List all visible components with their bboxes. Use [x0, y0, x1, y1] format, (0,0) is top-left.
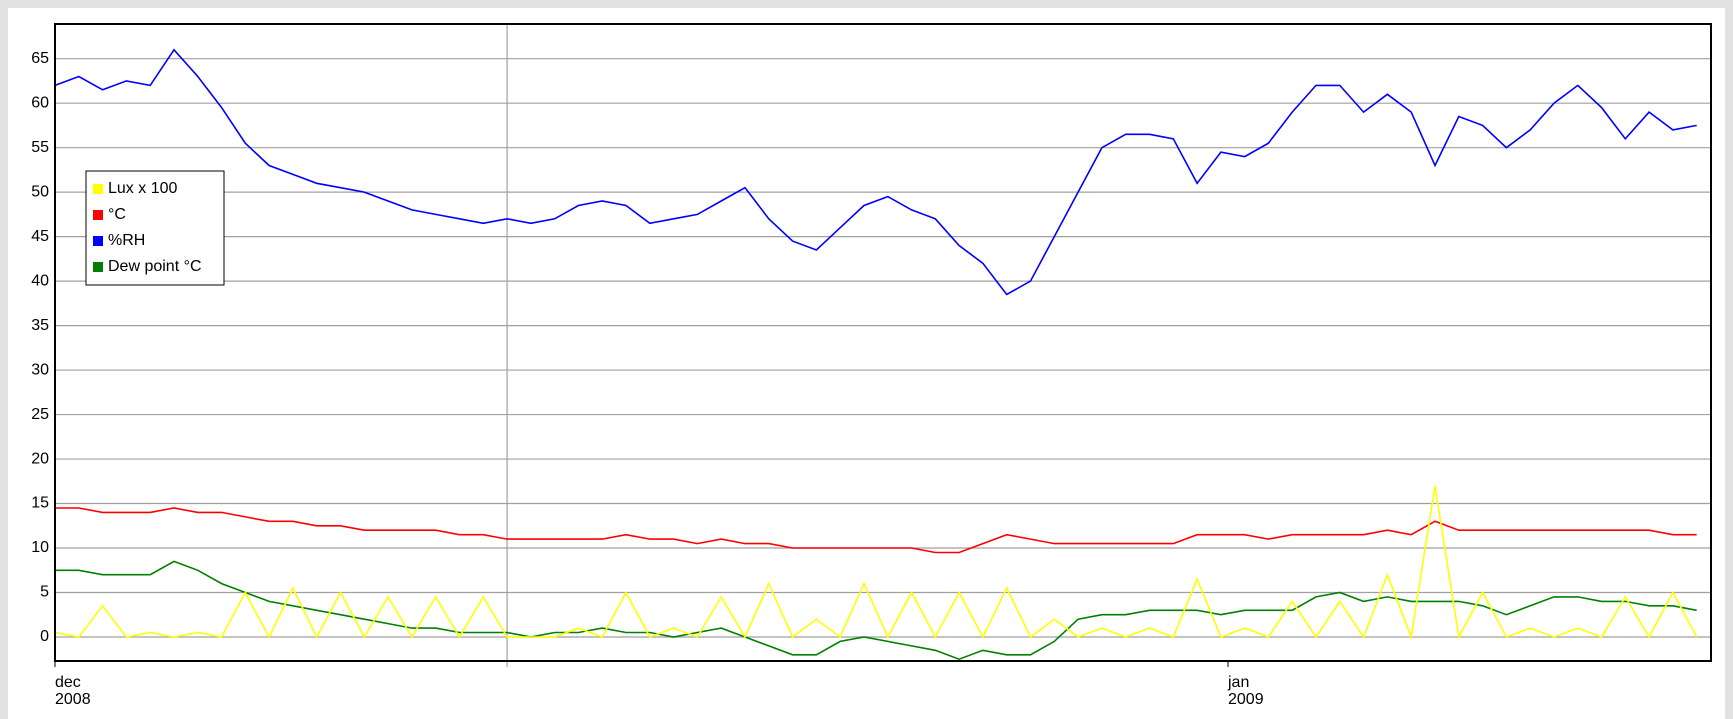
legend-label: Dew point °C [108, 258, 202, 275]
x-tick-year: 2009 [1228, 691, 1264, 708]
y-tick-label: 65 [31, 50, 49, 67]
y-tick-label: 40 [31, 272, 49, 289]
y-tick-label: 45 [31, 228, 49, 245]
legend: Lux x 100 °C %RH Dew point °C [85, 170, 225, 286]
y-tick-label: 55 [31, 139, 49, 156]
series-line [54, 485, 1698, 641]
legend-swatch [93, 236, 103, 246]
legend-swatch [93, 210, 103, 220]
y-tick-label: 60 [31, 94, 49, 111]
y-tick-label: 35 [31, 317, 49, 334]
legend-box [85, 170, 225, 286]
y-tick-label: 20 [31, 450, 49, 467]
legend-label: Lux x 100 [108, 180, 177, 197]
series-line [55, 560, 1697, 661]
y-tick-label: 25 [31, 406, 49, 423]
legend-label: %RH [108, 232, 145, 249]
x-tick-label: jan [1227, 674, 1249, 691]
legend-label: °C [108, 206, 126, 223]
plot-border [54, 23, 1712, 662]
y-tick-label: 50 [31, 183, 49, 200]
legend-swatch [93, 184, 103, 194]
x-tick-year: 2008 [55, 691, 91, 708]
y-tick-label: 10 [31, 539, 49, 556]
y-tick-label: 30 [31, 361, 49, 378]
y-tick-label: 15 [31, 495, 49, 512]
panel [8, 8, 1725, 719]
series-line [55, 507, 1697, 554]
y-tick-label: 0 [40, 628, 49, 645]
y-tick-label: 5 [40, 584, 49, 601]
series-line [54, 48, 1697, 296]
x-tick-label: dec [55, 674, 81, 691]
legend-swatch [93, 262, 103, 272]
